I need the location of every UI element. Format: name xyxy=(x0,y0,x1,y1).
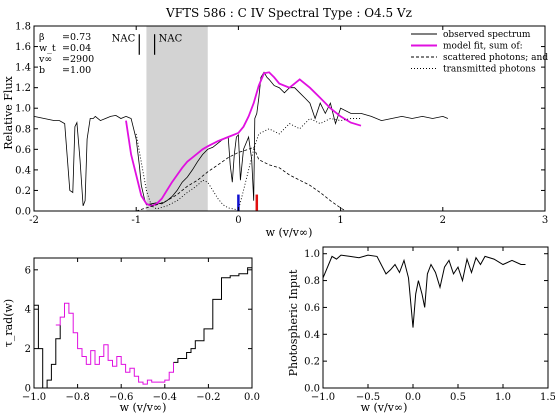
photospheric-y-tick-label: 1.0 xyxy=(304,249,320,260)
top-x-tick-label: -1 xyxy=(131,215,141,226)
tau-x-tick-label: −0.2 xyxy=(196,392,220,403)
top-y-tick-label: 0.4 xyxy=(15,165,31,176)
top-series-line-0 xyxy=(33,71,449,207)
top-axes: -2 -1 0 1 2 3 0.0 0.2 0.4 0.6 0.8 1.0 1.2 1.4 1.6 1.8 xyxy=(15,22,548,227)
top-series-line-3 xyxy=(135,117,361,211)
top-nac-markers: NAC NAC xyxy=(112,33,183,55)
tau-y-tick-label: 6 xyxy=(25,265,31,276)
param-name: w_t xyxy=(39,43,56,54)
top-y-tick-label: 0.8 xyxy=(15,124,31,135)
param-value: 1.00 xyxy=(70,65,91,76)
top-y-tick-label: 1.0 xyxy=(15,104,31,115)
photospheric-y-tick-label: 0.2 xyxy=(304,357,320,368)
param-name: b xyxy=(39,65,45,76)
tau-x-tick-label: −0.4 xyxy=(153,392,177,403)
top-y-tick-label: 1.8 xyxy=(15,22,31,33)
tau-axes: −1.0 −0.8 −0.6 −0.4 −0.2 0.0 0 2 4 6 xyxy=(22,258,260,403)
tau-series-line-2 xyxy=(173,267,252,363)
top-panel: VFTS 586 : C IV Spectral Type : O4.5 Vz … xyxy=(2,6,548,239)
photospheric-y-tick-label: 0.4 xyxy=(304,330,320,341)
top-y-axis-label: Relative Flux xyxy=(2,75,15,149)
top-shaded-band xyxy=(146,26,208,211)
nac-marker-label: NAC xyxy=(159,33,183,44)
tau-y-tick-label: 0 xyxy=(25,384,31,395)
photospheric-panel: −1.0 −0.5 0.0 0.5 1.0 1.5 0.0 0.2 0.4 0.6 0.8 1.0 w… xyxy=(287,246,555,414)
photospheric-x-tick-label: −1.0 xyxy=(311,392,335,403)
photospheric-x-tick-label: 1.5 xyxy=(540,392,555,403)
top-title: VFTS 586 : C IV Spectral Type : O4.5 Vz xyxy=(165,6,412,20)
tau-y-tick-label: 2 xyxy=(25,344,31,355)
param-equals: = xyxy=(62,54,70,65)
photospheric-series-layer xyxy=(322,254,526,328)
top-x-tick-label: 2 xyxy=(440,215,446,226)
tau-x-axis-label: w (v/v∞) xyxy=(120,401,167,414)
top-y-tick-label: 0.2 xyxy=(15,186,31,197)
tau-series-line-1 xyxy=(55,302,174,385)
photospheric-plot-frame xyxy=(322,246,549,389)
tau-series-line-0 xyxy=(34,304,61,389)
param-equals: = xyxy=(62,32,70,43)
top-y-tick-label: 0.6 xyxy=(15,145,31,156)
tau-x-tick-label: −1.0 xyxy=(22,392,46,403)
tau-plot-frame xyxy=(33,257,253,389)
top-x-tick-label: 0 xyxy=(235,215,241,226)
photospheric-axes: −1.0 −0.5 0.0 0.5 1.0 1.5 0.0 0.2 0.4 0.6 0.8 1.0 xyxy=(304,247,555,403)
legend-label: scattered photons; and xyxy=(443,53,548,63)
photospheric-y-axis-label: Photospheric Input xyxy=(287,269,300,376)
photospheric-x-tick-label: 0.5 xyxy=(450,392,466,403)
top-series-layer xyxy=(33,71,449,212)
param-name: v∞ xyxy=(38,54,52,65)
legend-label: model fit, sum of: xyxy=(443,42,523,52)
photospheric-y-tick-label: 0.0 xyxy=(304,384,320,395)
legend-label: transmitted photons xyxy=(443,65,536,75)
photospheric-y-tick-label: 0.8 xyxy=(304,276,320,287)
legend-label: observed spectrum xyxy=(443,30,531,40)
top-y-tick-label: 0.0 xyxy=(15,207,31,218)
nac-marker-label: NAC xyxy=(112,33,136,44)
photospheric-x-tick-label: 1.0 xyxy=(495,392,511,403)
photospheric-y-tick-label: 0.6 xyxy=(304,303,320,314)
param-value: 2900 xyxy=(70,54,94,65)
top-series-line-1 xyxy=(125,71,362,207)
tau-x-tick-label: 0.0 xyxy=(244,392,260,403)
tau-panel: −1.0 −0.8 −0.6 −0.4 −0.2 0.0 0 2 4 6 w (v/v∞) τ_r… xyxy=(2,257,260,414)
param-value: 0.04 xyxy=(70,43,91,54)
param-name: β xyxy=(39,32,45,43)
top-legend: observed spectrum model fit, sum of:scatt… xyxy=(411,30,548,75)
photospheric-series-line-0 xyxy=(322,254,526,328)
param-value: 0.73 xyxy=(70,32,91,43)
top-y-tick-label: 1.2 xyxy=(15,83,31,94)
param-equals: = xyxy=(62,43,70,54)
top-series-line-2 xyxy=(136,146,346,212)
top-x-axis-label: w (v/v∞) xyxy=(266,226,313,239)
tau-series-layer xyxy=(34,267,252,389)
top-x-tick-label: 1 xyxy=(337,215,343,226)
top-y-tick-label: 1.4 xyxy=(15,63,31,74)
tau-x-tick-label: −0.8 xyxy=(65,392,89,403)
photospheric-x-tick-label: −0.5 xyxy=(356,392,380,403)
photospheric-x-tick-label: 0.0 xyxy=(405,392,421,403)
param-equals: = xyxy=(62,65,70,76)
tau-x-tick-label: −0.6 xyxy=(109,392,133,403)
top-plot-frame xyxy=(33,25,546,212)
top-y-tick-label: 1.6 xyxy=(15,42,31,53)
top-x-tick-label: 3 xyxy=(542,215,548,226)
photospheric-x-axis-label: w (v/v∞) xyxy=(361,401,408,414)
tau-y-tick-label: 4 xyxy=(25,305,31,316)
top-x-tick-label: -2 xyxy=(29,215,39,226)
tau-y-axis-label: τ_rad(w) xyxy=(2,299,15,347)
